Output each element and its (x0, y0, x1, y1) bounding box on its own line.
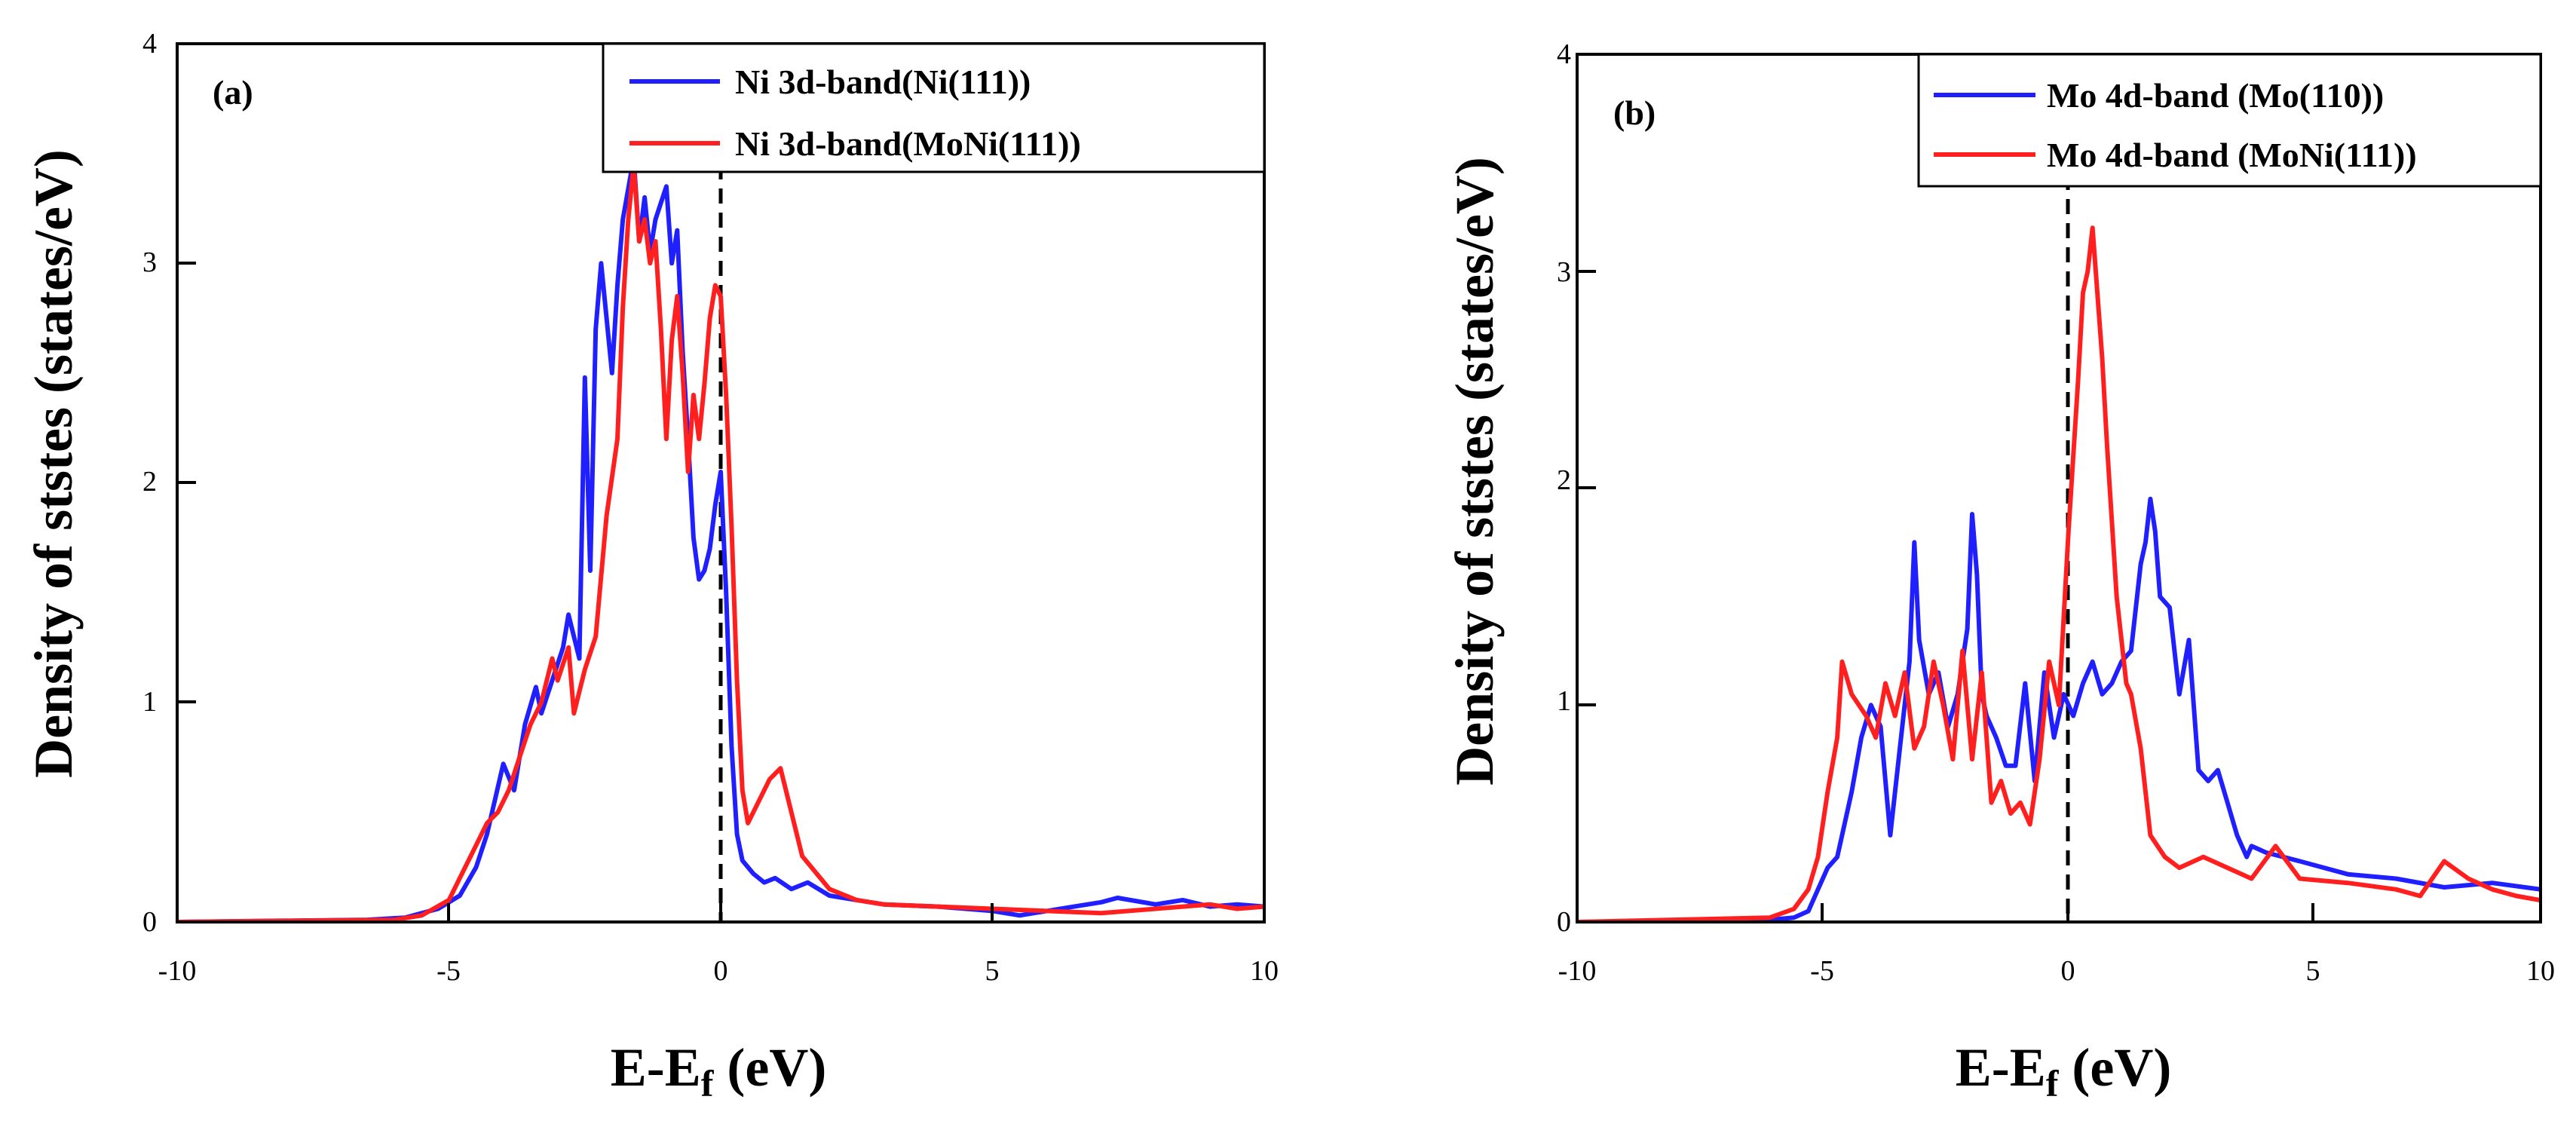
ytick-label-b-0: 0 (1557, 906, 1571, 938)
plot-area-b (1577, 54, 2541, 922)
xtick-labels-b: -10 -5 0 5 10 (1558, 955, 2555, 987)
ytick-labels-a: 0 1 2 3 4 (142, 28, 157, 938)
ytick-label-a-3: 3 (142, 247, 157, 278)
xtick-label-a-0: -10 (158, 955, 197, 987)
ytick-label-b-3: 3 (1557, 256, 1571, 288)
ytick-labels-b: 0 1 2 3 4 (1557, 38, 1571, 938)
legend-box-a (602, 42, 1266, 173)
legend-label-moni-111: Ni 3d-band(MoNi(111)) (735, 124, 1081, 163)
panel-label-a: (a) (213, 73, 253, 112)
x-axis-label-b: E-Ef (eV) (1956, 1037, 2172, 1104)
panel-label-b: (b) (1613, 93, 1656, 132)
tick-marks-b (1577, 53, 2314, 923)
series-line-moni-111-mo (1577, 225, 2541, 922)
plot-area-a (177, 44, 1264, 922)
xtick-label-b-4: 10 (2526, 955, 2555, 987)
legend-label-ni-111: Ni 3d-band(Ni(111)) (735, 63, 1031, 101)
xtick-label-a-1: -5 (436, 955, 461, 987)
xtick-label-a-2: 0 (714, 955, 728, 987)
tick-marks-a (177, 42, 994, 923)
ytick-label-b-1: 1 (1557, 685, 1571, 717)
legend-box-b (1917, 53, 2542, 188)
chart-panel-a: Density of ststes (states/eV) 0 1 2 3 4 … (23, 28, 1279, 1104)
legend-b: Mo 4d-band (Mo(110)) Mo 4d-band (MoNi(11… (1917, 53, 2542, 188)
legend-label-mo-110: Mo 4d-band (Mo(110)) (2047, 76, 2384, 115)
ytick-label-a-4: 4 (142, 28, 157, 60)
xtick-label-a-4: 10 (1250, 955, 1279, 987)
xtick-labels-a: -10 -5 0 5 10 (158, 955, 1279, 987)
series-line-moni-111 (177, 162, 1264, 922)
ytick-label-a-1: 1 (142, 686, 157, 718)
ytick-label-b-2: 2 (1557, 464, 1571, 496)
xtick-label-b-0: -10 (1558, 955, 1597, 987)
chart-panel-b: Density of ststes (states/eV) 0 1 2 3 4 … (1444, 38, 2555, 1104)
y-axis-label-a: Density of ststes (states/eV) (23, 149, 84, 778)
ytick-label-a-2: 2 (142, 466, 157, 498)
series-line-mo-110 (1577, 496, 2541, 922)
xtick-label-b-2: 0 (2061, 955, 2075, 987)
x-axis-label-a: E-Ef (eV) (611, 1037, 827, 1104)
xtick-label-b-3: 5 (2306, 955, 2320, 987)
ytick-label-b-4: 4 (1557, 38, 1571, 70)
ytick-label-a-0: 0 (142, 906, 157, 938)
legend-label-moni-111-mo: Mo 4d-band (MoNi(111)) (2047, 136, 2417, 174)
legend-a: Ni 3d-band(Ni(111)) Ni 3d-band(MoNi(111)… (602, 42, 1266, 173)
y-axis-label-b: Density of ststes (states/eV) (1444, 157, 1505, 786)
xtick-label-a-3: 5 (985, 955, 1000, 987)
xtick-label-b-1: -5 (1810, 955, 1834, 987)
